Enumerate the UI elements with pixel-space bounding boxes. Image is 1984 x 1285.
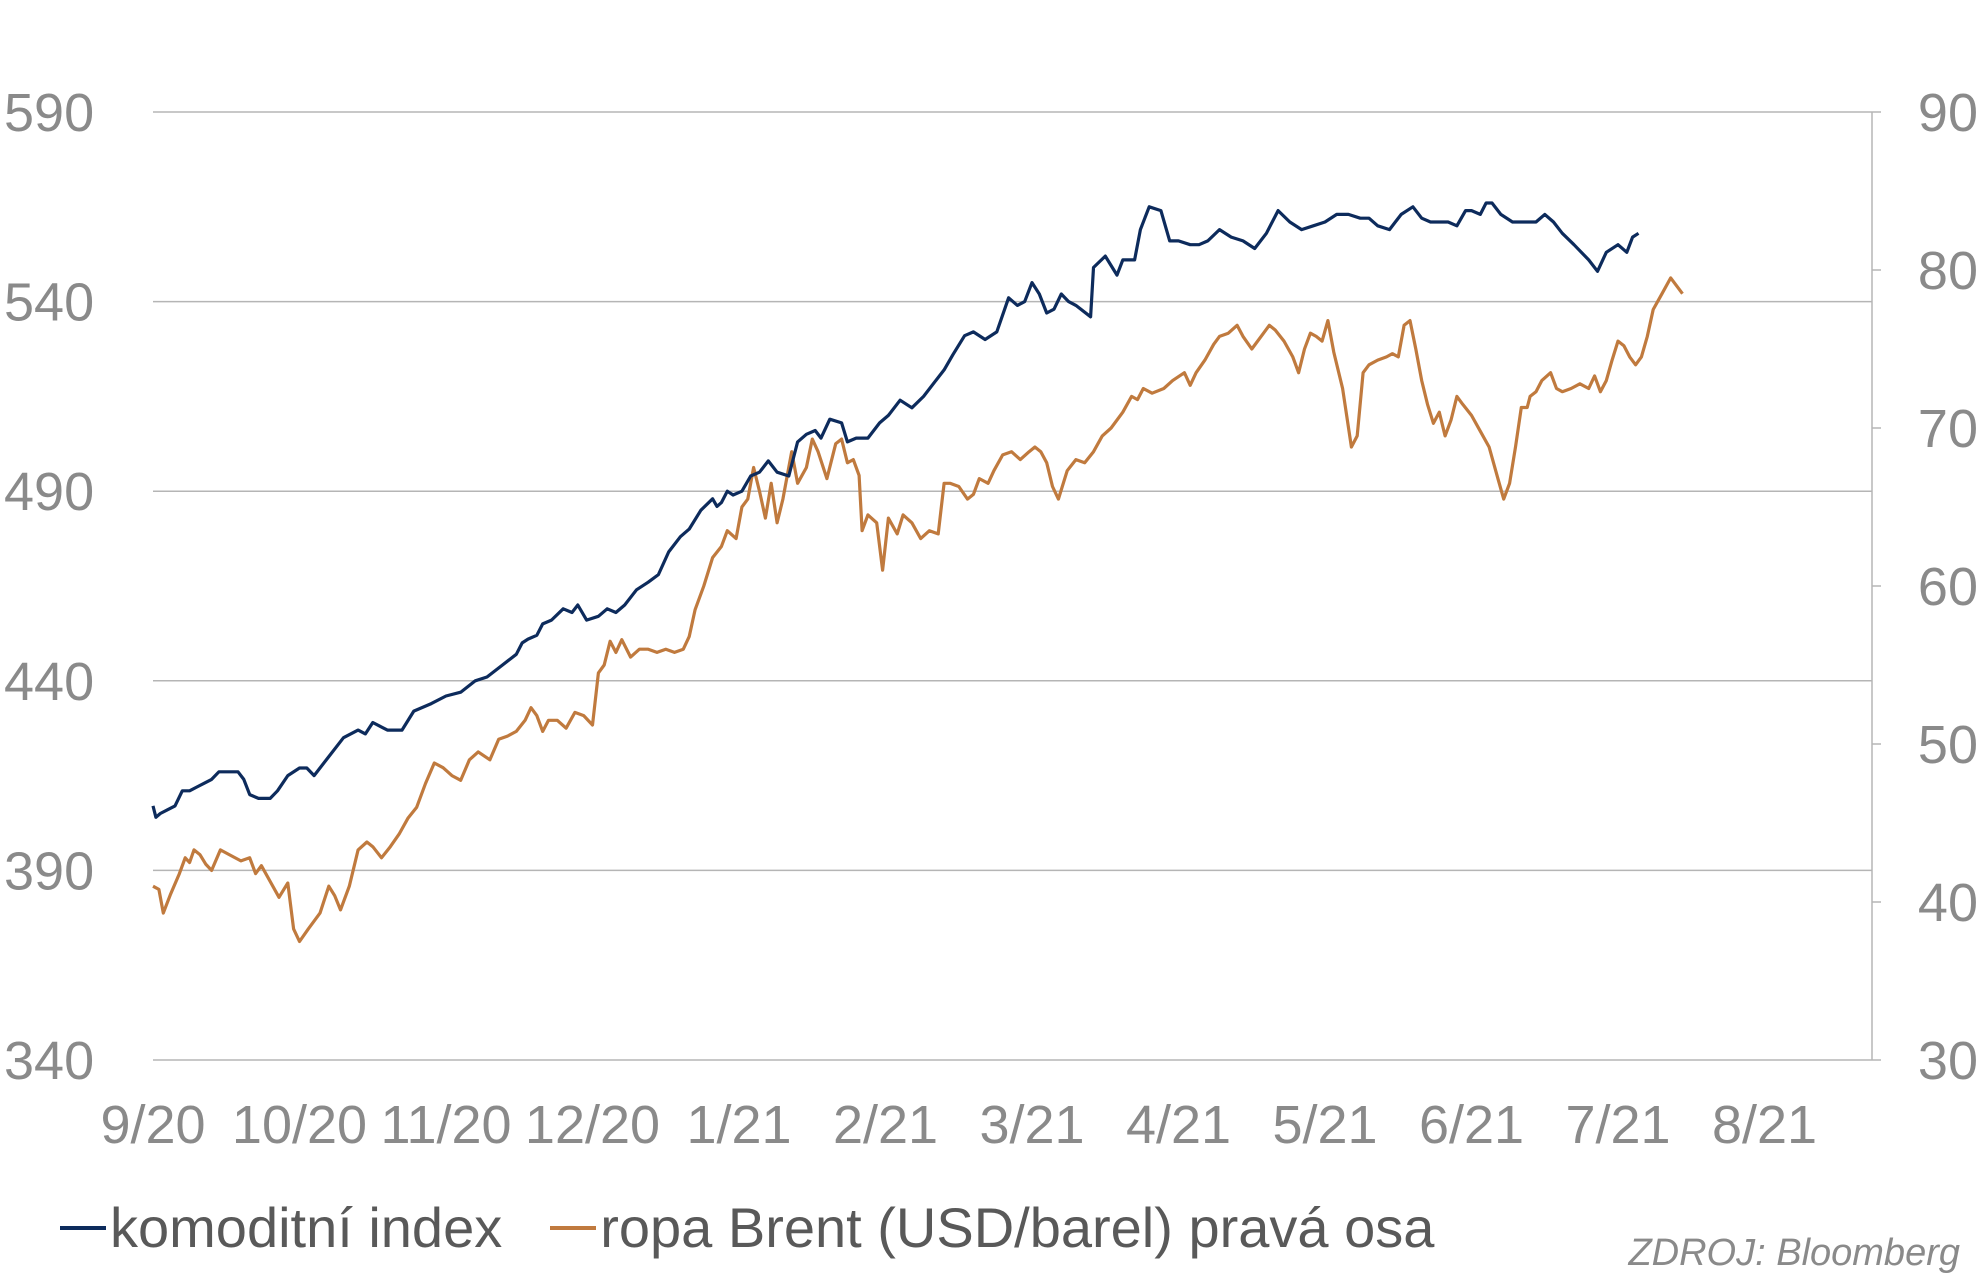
x-axis-tick-label: 10/20 xyxy=(232,1095,367,1155)
left-axis-ticks: 340 390 440 490 540 590 xyxy=(4,83,94,1091)
right-axis-tick-label: 70 xyxy=(1918,399,1978,459)
x-axis-tick-label: 6/21 xyxy=(1419,1095,1524,1155)
x-axis-tick-label: 4/21 xyxy=(1126,1095,1231,1155)
left-axis-tick-label: 540 xyxy=(4,273,94,333)
right-axis-tick-label: 60 xyxy=(1918,557,1978,617)
x-axis-tick-label: 3/21 xyxy=(979,1095,1084,1155)
left-axis-tick-label: 340 xyxy=(4,1031,94,1091)
x-axis-tick-label: 12/20 xyxy=(525,1095,660,1155)
legend-label-ropa-brent: ropa Brent (USD/barel) pravá osa xyxy=(600,1196,1435,1259)
x-axis-tick-label: 9/20 xyxy=(100,1095,205,1155)
left-axis-tick-label: 490 xyxy=(4,462,94,522)
x-axis-tick-label: 11/20 xyxy=(380,1095,511,1155)
series-lines xyxy=(151,201,1684,944)
x-axis-tick-label: 8/21 xyxy=(1712,1095,1817,1155)
right-axis-tick-label: 40 xyxy=(1918,873,1978,933)
chart: 340 390 440 490 540 590 30 40 50 60 70 80 90 9/20 10… xyxy=(4,83,1978,1155)
series-line-ropa-brent xyxy=(152,276,1684,944)
source-note: ZDROJ: Bloomberg xyxy=(1628,1232,1960,1274)
legend: komoditní index ropa Brent (USD/barel) p… xyxy=(60,1195,1482,1260)
right-axis-tick-label: 30 xyxy=(1918,1031,1978,1091)
legend-swatch-ropa-brent xyxy=(550,1225,597,1230)
right-axis-tick-label: 90 xyxy=(1918,83,1978,143)
x-axis-tick-label: 7/21 xyxy=(1565,1095,1670,1155)
axes xyxy=(153,111,1881,1061)
legend-item-ropa-brent: ropa Brent (USD/barel) pravá osa xyxy=(550,1195,1434,1260)
gridlines xyxy=(153,111,1872,872)
x-axis-tick-label: 5/21 xyxy=(1272,1095,1377,1155)
right-axis-ticks: 30 40 50 60 70 80 90 xyxy=(1918,83,1978,1091)
x-axis-tick-label: 2/21 xyxy=(833,1095,938,1155)
series-line-komoditni-index xyxy=(151,201,1640,819)
legend-item-komoditni-index: komoditní index xyxy=(60,1195,502,1260)
x-axis-tick-label: 1/21 xyxy=(686,1095,791,1155)
left-axis-tick-label: 590 xyxy=(4,83,94,143)
right-axis-tick-label: 50 xyxy=(1918,715,1978,775)
right-axis-tick-label: 80 xyxy=(1918,241,1978,301)
left-axis-tick-label: 440 xyxy=(4,652,94,712)
legend-label-komoditni-index: komoditní index xyxy=(110,1196,503,1259)
left-axis-tick-label: 390 xyxy=(4,841,94,901)
legend-swatch-komoditni-index xyxy=(60,1225,106,1230)
x-axis-ticks: 9/20 10/20 11/20 12/20 1/21 2/21 3/21 4/21 5/21 6… xyxy=(100,1095,1817,1155)
